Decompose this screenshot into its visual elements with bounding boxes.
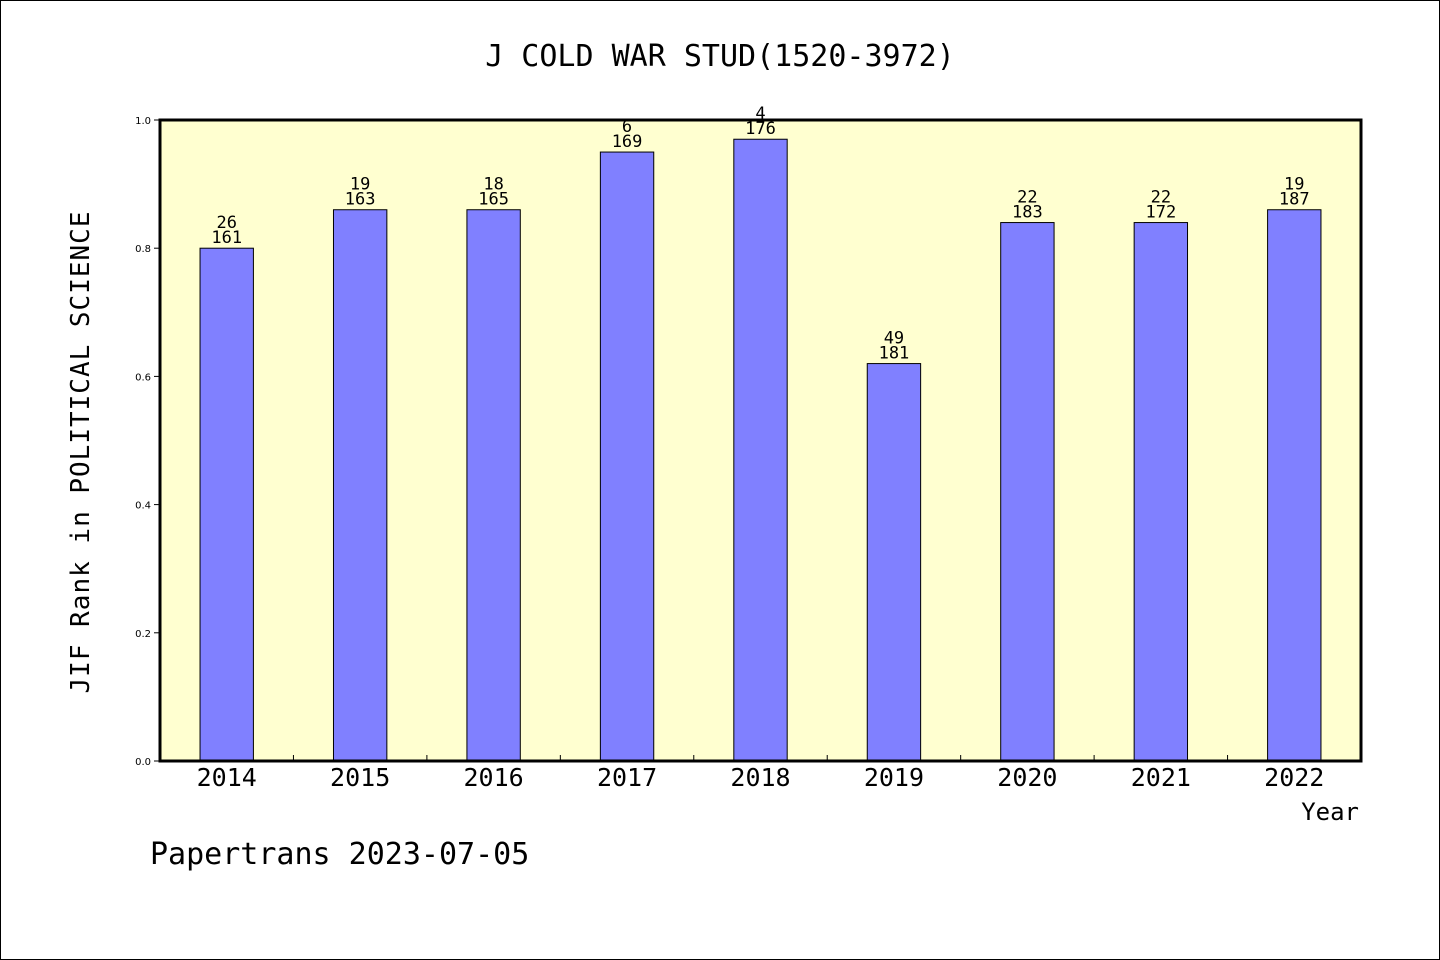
x-tick-label: 2017 (597, 763, 657, 792)
y-axis-label: JIF Rank in POLITICAL SCIENCE (66, 211, 96, 694)
x-tick-label: 2016 (464, 763, 524, 792)
bar-total-label: 172 (1145, 203, 1176, 223)
y-tick-label: 0.8 (135, 244, 151, 255)
bar-2017 (599, 151, 655, 762)
x-axis-label: Year (1301, 798, 1359, 826)
bar-2018 (733, 138, 788, 762)
x-tick-label: 2021 (1131, 763, 1191, 792)
y-tick-label: 1.0 (135, 116, 151, 127)
x-tick-label: 2019 (864, 763, 924, 792)
bar-rank-label: 4 (755, 104, 765, 124)
x-tick-label: 2022 (1264, 763, 1324, 792)
bar-rank-label: 19 (1284, 175, 1304, 195)
bar-2022 (1267, 209, 1322, 762)
bar-total-label: 165 (478, 190, 509, 210)
bar-2014 (199, 247, 254, 762)
data-labels: 2616119163181656169417649181221832217219… (211, 104, 1309, 363)
x-tick-label: 2014 (197, 763, 257, 792)
bar-total-label: 169 (612, 132, 643, 152)
chart-title: J COLD WAR STUD(1520-3972) (485, 39, 955, 74)
y-tick-label: 0.6 (135, 372, 151, 383)
bar-total-label: 176 (745, 119, 776, 139)
y-tick-label: 0.4 (135, 501, 151, 512)
bar-total-label: 163 (345, 190, 376, 210)
x-tick-label: 2015 (330, 763, 390, 792)
bar-rank-label: 6 (622, 117, 632, 137)
y-tick-label: 0.0 (135, 757, 151, 768)
footer-text: Papertrans 2023-07-05 (150, 837, 529, 872)
bar-rank-label: 19 (350, 175, 370, 195)
x-axis-ticks: 2014 2015 2016 2017 2018 2019 2020 2021 2022 (197, 755, 1324, 792)
bar-rank-label: 18 (483, 175, 503, 195)
bar-rank-label: 22 (1151, 188, 1171, 208)
bar-2019 (866, 363, 922, 762)
bar-2016 (466, 209, 521, 762)
bar-total-label: 161 (211, 228, 242, 248)
bars (199, 138, 1322, 762)
x-tick-label: 2018 (730, 763, 790, 792)
bar-rank-label: 22 (1017, 188, 1037, 208)
bar-2020 (1000, 222, 1055, 762)
plot-border (158, 118, 1363, 763)
y-axis-ticks: 0.0 0.2 0.4 0.6 0.8 1.0 (135, 116, 160, 768)
bar-rank-label: 26 (216, 213, 236, 233)
bar-rank-label: 49 (884, 329, 904, 349)
y-tick-label: 0.2 (135, 629, 151, 640)
bar-total-label: 183 (1012, 203, 1043, 223)
bar-2015 (332, 209, 388, 762)
x-tick-label: 2020 (997, 763, 1057, 792)
bar-2021 (1133, 222, 1189, 762)
bar-total-label: 181 (879, 344, 910, 364)
bar-total-label: 187 (1279, 190, 1310, 210)
